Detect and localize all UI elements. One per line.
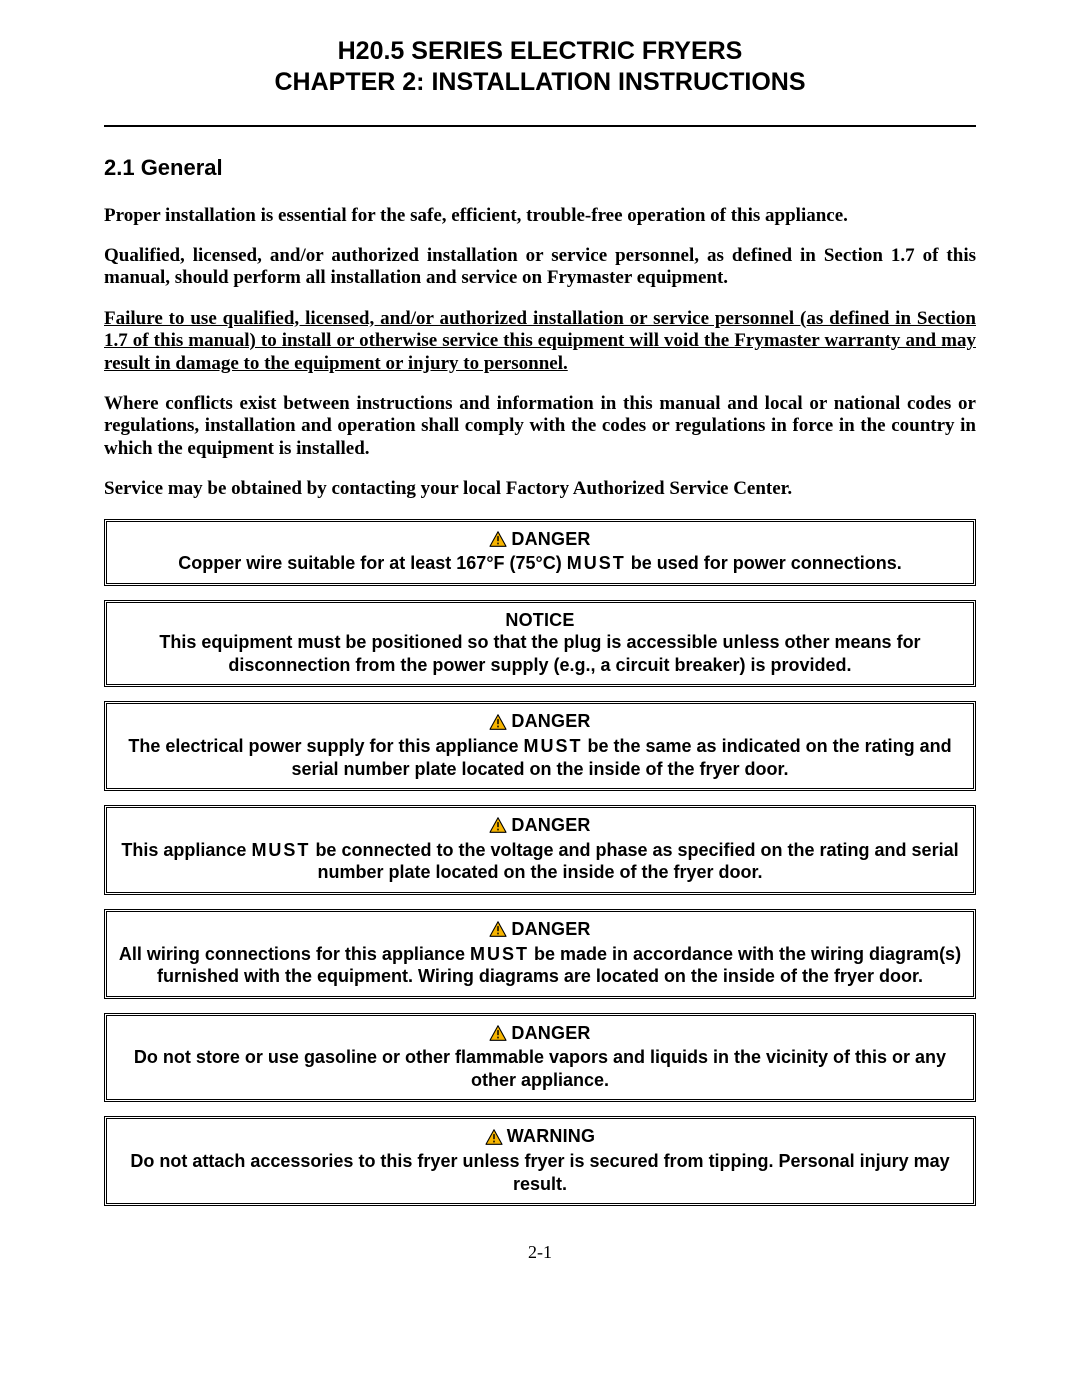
paragraph-2: Qualified, licensed, and/or authorized i…	[104, 245, 976, 290]
horizontal-rule	[104, 125, 976, 127]
callout-label: DANGER	[511, 710, 590, 733]
callout-label: DANGER	[511, 814, 590, 837]
section-heading: 2.1 General	[104, 155, 976, 181]
callout-body: Do not attach accessories to this fryer …	[117, 1150, 963, 1195]
callout-label: NOTICE	[505, 609, 574, 632]
must-text: MUST	[524, 736, 583, 756]
callout-body: All wiring connections for this applianc…	[117, 943, 963, 988]
callout-2: DANGERThe electrical power supply for th…	[104, 701, 976, 791]
must-text: MUST	[470, 944, 529, 964]
callout-0: DANGERCopper wire suitable for at least …	[104, 519, 976, 586]
paragraph-4: Where conflicts exist between instructio…	[104, 393, 976, 460]
callout-1: NOTICEThis equipment must be positioned …	[104, 600, 976, 688]
callout-body: The electrical power supply for this app…	[117, 735, 963, 780]
paragraph-1: Proper installation is essential for the…	[104, 205, 976, 227]
callout-header: DANGER	[489, 710, 590, 733]
paragraph-3: Failure to use qualified, licensed, and/…	[104, 308, 976, 375]
page: H20.5 SERIES ELECTRIC FRYERS CHAPTER 2: …	[0, 0, 1080, 1397]
page-number: 2-1	[104, 1242, 976, 1263]
callout-4: DANGERAll wiring connections for this ap…	[104, 909, 976, 999]
callout-6: WARNINGDo not attach accessories to this…	[104, 1116, 976, 1206]
callout-body: Copper wire suitable for at least 167°F …	[117, 552, 963, 575]
callout-label: DANGER	[511, 528, 590, 551]
title-line-1: H20.5 SERIES ELECTRIC FRYERS	[338, 37, 743, 65]
callout-body: This appliance MUST be connected to the …	[117, 839, 963, 884]
callout-5: DANGERDo not store or use gasoline or ot…	[104, 1013, 976, 1103]
hazard-icon	[489, 1025, 507, 1041]
hazard-icon	[485, 1129, 503, 1145]
callout-header: DANGER	[489, 814, 590, 837]
callout-body: Do not store or use gasoline or other fl…	[117, 1046, 963, 1091]
must-text: MUST	[251, 840, 310, 860]
must-text: MUST	[567, 553, 626, 573]
callout-header: NOTICE	[505, 609, 574, 632]
callout-header: DANGER	[489, 918, 590, 941]
callout-3: DANGERThis appliance MUST be connected t…	[104, 805, 976, 895]
document-title: H20.5 SERIES ELECTRIC FRYERS CHAPTER 2: …	[104, 36, 976, 99]
callout-label: DANGER	[511, 918, 590, 941]
callout-label: WARNING	[507, 1125, 595, 1148]
callout-header: DANGER	[489, 528, 590, 551]
hazard-icon	[489, 817, 507, 833]
hazard-icon	[489, 921, 507, 937]
title-line-2: CHAPTER 2: INSTALLATION INSTRUCTIONS	[274, 68, 805, 96]
paragraph-5: Service may be obtained by contacting yo…	[104, 478, 976, 500]
callout-label: DANGER	[511, 1022, 590, 1045]
callout-body: This equipment must be positioned so tha…	[117, 631, 963, 676]
callout-header: WARNING	[485, 1125, 595, 1148]
callout-header: DANGER	[489, 1022, 590, 1045]
hazard-icon	[489, 714, 507, 730]
hazard-icon	[489, 531, 507, 547]
callouts-container: DANGERCopper wire suitable for at least …	[104, 519, 976, 1207]
